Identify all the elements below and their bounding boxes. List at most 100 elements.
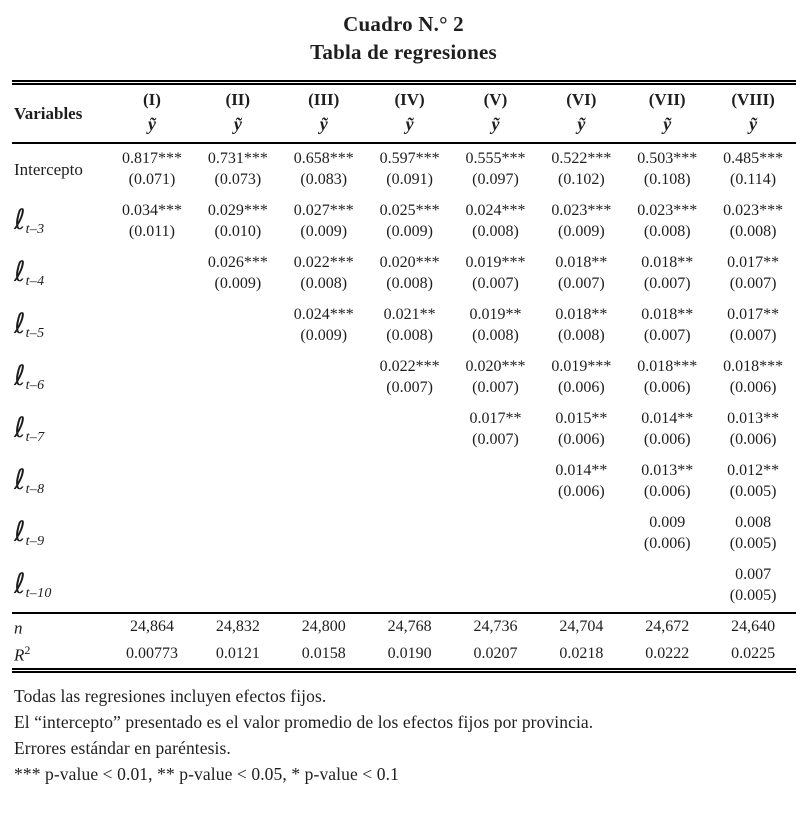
row-label-subscript: t–7 bbox=[25, 430, 45, 445]
coefficient-value: 0.503*** bbox=[637, 150, 698, 167]
coefficient-value: 0.029*** bbox=[207, 202, 268, 219]
stat-label-superscript: 2 bbox=[24, 643, 31, 658]
coefficient-cell: 0.027*** (0.009) bbox=[281, 196, 367, 248]
row-label-subscript: t–6 bbox=[25, 378, 45, 393]
coefficient-cell: 0.007 (0.005) bbox=[710, 560, 796, 613]
stat-value: 0.0207 bbox=[473, 645, 518, 662]
standard-error: (0.006) bbox=[643, 379, 691, 396]
dependent-variable-symbol: ỹ bbox=[233, 114, 242, 134]
coefficient-cell: 0.597*** (0.091) bbox=[367, 143, 453, 196]
stat-label-base: n bbox=[14, 618, 23, 638]
coefficient-value: 0.008 bbox=[735, 514, 772, 531]
coefficient-cell: 0.018*** (0.006) bbox=[710, 352, 796, 404]
standard-error: (0.010) bbox=[214, 223, 262, 240]
coefficient-cell: 0.017** (0.007) bbox=[710, 300, 796, 352]
regression-table: Variables (I) ỹ (II) ỹ (III) ỹ (IV) ỹ (V… bbox=[12, 80, 796, 673]
coefficient-value: 0.025*** bbox=[379, 202, 440, 219]
coefficient-value: 0.017** bbox=[727, 306, 780, 323]
coefficient-cell bbox=[538, 508, 624, 560]
coefficient-cell: 0.013** (0.006) bbox=[624, 456, 710, 508]
column-header: (III) ỹ bbox=[281, 83, 367, 144]
column-header: (VI) ỹ bbox=[538, 83, 624, 144]
coefficient-cell bbox=[367, 508, 453, 560]
coefficient-cell: 0.020*** (0.008) bbox=[367, 248, 453, 300]
table-row: ℓt–7 0.017** (0.007) 0.015** (0.006) 0.0… bbox=[12, 404, 796, 456]
stat-value: 24,704 bbox=[559, 618, 604, 635]
coefficient-value: 0.018** bbox=[555, 254, 608, 271]
coefficient-value: 0.027*** bbox=[293, 202, 354, 219]
table-caption-title: Tabla de regresiones bbox=[310, 40, 497, 64]
coefficient-value: 0.018** bbox=[641, 306, 694, 323]
coefficient-value: 0.018*** bbox=[723, 358, 784, 375]
coefficient-value: 0.023*** bbox=[637, 202, 698, 219]
standard-error: (0.009) bbox=[300, 223, 348, 240]
coefficient-cell: 0.026*** (0.009) bbox=[195, 248, 281, 300]
stat-value: 24,864 bbox=[129, 618, 174, 635]
coefficient-value: 0.817*** bbox=[121, 150, 182, 167]
table-header: Variables (I) ỹ (II) ỹ (III) ỹ (IV) ỹ (V… bbox=[12, 82, 796, 144]
coefficient-value: 0.021** bbox=[383, 306, 436, 323]
row-label: ℓt–6 bbox=[12, 352, 109, 404]
coefficient-cell: 0.555*** (0.097) bbox=[453, 143, 539, 196]
coefficient-value: 0.022*** bbox=[293, 254, 354, 271]
coefficient-cell bbox=[195, 456, 281, 508]
standard-error: (0.006) bbox=[643, 535, 691, 552]
table-row: ℓt–4 0.026*** (0.009) 0.022*** (0.008) 0… bbox=[12, 248, 796, 300]
standard-error: (0.114) bbox=[730, 171, 777, 188]
row-label: ℓt–7 bbox=[12, 404, 109, 456]
coefficient-cell: 0.018** (0.007) bbox=[538, 248, 624, 300]
standard-error: (0.007) bbox=[472, 379, 519, 396]
coefficient-cell bbox=[453, 508, 539, 560]
coefficient-cell bbox=[281, 456, 367, 508]
column-header: (VII) ỹ bbox=[624, 83, 710, 144]
coefficient-cell: 0.018*** (0.006) bbox=[624, 352, 710, 404]
coefficient-value: 0.014** bbox=[641, 410, 694, 427]
coefficient-cell bbox=[624, 560, 710, 613]
table-row: ℓt–6 0.022*** (0.007) 0.020*** (0.007) 0… bbox=[12, 352, 796, 404]
coefficient-cell: 0.018** (0.008) bbox=[538, 300, 624, 352]
stat-value: 0.0158 bbox=[301, 645, 346, 662]
stat-value: 0.0225 bbox=[731, 645, 776, 662]
standard-error: (0.007) bbox=[643, 275, 691, 292]
coefficient-value: 0.019** bbox=[469, 306, 522, 323]
column-header: (VIII) ỹ bbox=[710, 83, 796, 144]
coefficient-cell: 0.021** (0.008) bbox=[367, 300, 453, 352]
stat-value: 0.0121 bbox=[215, 645, 260, 662]
coefficient-value: 0.485*** bbox=[723, 150, 784, 167]
stat-value: 24,672 bbox=[645, 618, 690, 635]
coefficient-cell: 0.013** (0.006) bbox=[710, 404, 796, 456]
coefficient-cell: 0.019** (0.008) bbox=[453, 300, 539, 352]
coefficient-cell: 0.025*** (0.009) bbox=[367, 196, 453, 248]
standard-error: (0.009) bbox=[300, 327, 348, 344]
standard-error: (0.006) bbox=[729, 431, 777, 448]
standard-error: (0.008) bbox=[472, 327, 519, 344]
coefficient-cell: 0.019*** (0.007) bbox=[453, 248, 539, 300]
standard-error: (0.007) bbox=[557, 275, 605, 292]
coefficient-cell bbox=[195, 508, 281, 560]
note-line: *** p-value < 0.01, ** p-value < 0.05, *… bbox=[14, 764, 399, 784]
coefficient-cell bbox=[281, 352, 367, 404]
standard-error: (0.071) bbox=[128, 171, 176, 188]
coefficient-cell bbox=[109, 352, 195, 404]
coefficient-cell bbox=[281, 508, 367, 560]
coefficient-value: 0.015** bbox=[555, 410, 608, 427]
standard-error: (0.009) bbox=[386, 223, 433, 240]
coefficient-cell: 0.014** (0.006) bbox=[538, 456, 624, 508]
coefficient-value: 0.019*** bbox=[465, 254, 526, 271]
coefficient-cell: 0.658*** (0.083) bbox=[281, 143, 367, 196]
row-label-base: Intercepto bbox=[14, 160, 83, 179]
row-label: ℓt–10 bbox=[12, 560, 109, 613]
standard-error: (0.097) bbox=[472, 171, 519, 188]
standard-error: (0.005) bbox=[729, 587, 777, 604]
row-label: ℓt–3 bbox=[12, 196, 109, 248]
row-label-subscript: t–5 bbox=[25, 326, 45, 341]
coefficient-cell bbox=[109, 508, 195, 560]
coefficient-cell: 0.023*** (0.008) bbox=[710, 196, 796, 248]
row-label: ℓt–8 bbox=[12, 456, 109, 508]
row-label-base: ℓ bbox=[14, 411, 26, 444]
standard-error: (0.008) bbox=[557, 327, 605, 344]
coefficient-value: 0.009 bbox=[649, 514, 686, 531]
coefficient-value: 0.013** bbox=[727, 410, 780, 427]
coefficient-cell bbox=[453, 456, 539, 508]
coefficient-cell: 0.023*** (0.008) bbox=[624, 196, 710, 248]
